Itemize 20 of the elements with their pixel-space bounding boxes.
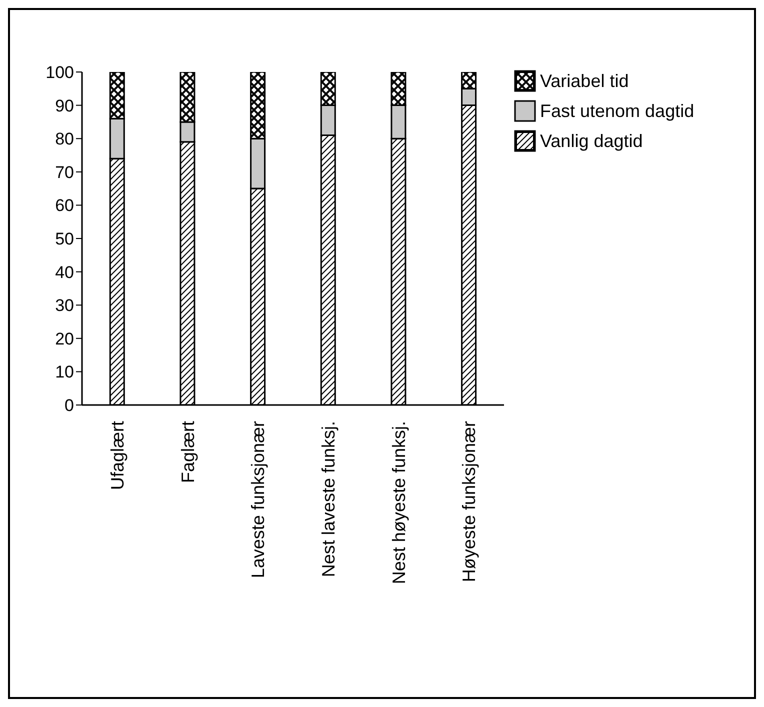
y-tick-label: 90	[55, 96, 74, 116]
y-tick-label: 80	[55, 130, 74, 149]
x-tick-label: Ufaglært	[107, 421, 128, 490]
x-tick-label: Nest laveste funksj.	[318, 421, 338, 578]
x-tick-label: Høyeste funksjonær	[459, 420, 480, 582]
y-tick-label: 50	[55, 230, 74, 249]
y-tick-label: 40	[55, 262, 74, 282]
text: Vanlig dagtid	[540, 130, 643, 152]
y-tick-label: 30	[55, 296, 74, 316]
x-tick-label: Faglært	[178, 421, 198, 484]
y-tick-label: 70	[55, 162, 74, 182]
x-tick-label: Laveste funksjonær	[248, 421, 268, 578]
y-tick-label: 20	[55, 329, 74, 348]
y-tick-label: 0	[64, 396, 74, 416]
y-tick-label: 100	[46, 63, 74, 82]
y-tick-label: 10	[55, 362, 74, 382]
x-tick-label: Nest høyeste funksj.	[388, 421, 409, 584]
text: Variabel tid	[540, 70, 629, 92]
y-tick-label: 60	[55, 196, 74, 216]
legend-label: Fast utenom dagtid	[540, 100, 694, 122]
